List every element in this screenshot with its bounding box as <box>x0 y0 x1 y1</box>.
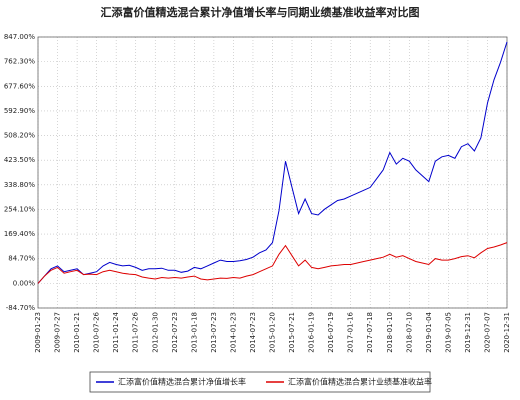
x-tick-label: 2013-01-18 <box>190 312 198 353</box>
x-tick-label: 2014-01-23 <box>229 312 237 353</box>
x-tick-label: 2019-07-05 <box>444 312 452 353</box>
y-tick-label: 338.80% <box>4 181 35 189</box>
x-tick-label: 2015-07-21 <box>288 312 296 353</box>
x-tick-label: 2019-12-31 <box>464 312 472 353</box>
y-tick-label: 423.50% <box>4 156 35 164</box>
x-tick-label: 2020-12-31 <box>503 312 511 353</box>
series-line <box>37 242 508 284</box>
x-tick-label: 2016-07-19 <box>327 312 335 353</box>
x-tick-label: 2018-01-10 <box>386 312 394 353</box>
y-tick-label: 677.60% <box>4 82 35 90</box>
y-tick-label: 0.00% <box>13 279 36 287</box>
legend-label: 汇添富价值精选混合累计净值增长率 <box>118 377 246 387</box>
x-tick-label: 2011-01-24 <box>112 311 120 352</box>
x-tick-label: 2018-07-10 <box>405 312 413 353</box>
legend-box <box>89 371 431 393</box>
y-tick-label: 847.00% <box>4 33 35 41</box>
y-tick-label: 254.10% <box>4 205 35 213</box>
y-tick-label: 508.20% <box>4 132 35 140</box>
x-tick-label: 2009-01-23 <box>34 312 42 353</box>
plot-frame <box>37 36 508 309</box>
series-line <box>37 41 508 284</box>
y-tick-label: 84.70% <box>8 255 35 263</box>
x-tick-label: 2011-07-26 <box>132 311 140 352</box>
x-tick-label: 2020-07-07 <box>483 312 491 353</box>
y-tick-label: -84.70% <box>6 304 36 312</box>
x-tick-label: 2016-01-19 <box>308 312 316 353</box>
y-tick-label: 762.30% <box>4 58 35 66</box>
x-tick-label: 2019-01-04 <box>425 311 433 352</box>
legend-label: 汇添富价值精选混合累计业绩基准收益率 <box>288 377 432 387</box>
x-tick-label: 2012-07-23 <box>171 312 179 353</box>
x-tick-label: 2009-07-27 <box>54 312 62 353</box>
x-tick-label: 2010-01-21 <box>73 312 81 353</box>
x-tick-label: 2014-07-23 <box>249 312 257 353</box>
x-tick-label: 2010-07-26 <box>93 311 101 352</box>
chart-title: 汇添富价值精选混合累计净值增长率与同期业绩基准收益率对比图 <box>101 5 420 19</box>
x-tick-label: 2015-01-20 <box>269 312 277 353</box>
x-tick-label: 2012-01-30 <box>151 312 159 353</box>
x-tick-label: 2013-07-23 <box>210 312 218 353</box>
y-tick-label: 592.90% <box>4 107 35 115</box>
y-tick-label: 169.40% <box>4 230 35 238</box>
x-tick-label: 2017-01-16 <box>347 311 355 352</box>
x-tick-label: 2017-07-18 <box>366 312 374 353</box>
